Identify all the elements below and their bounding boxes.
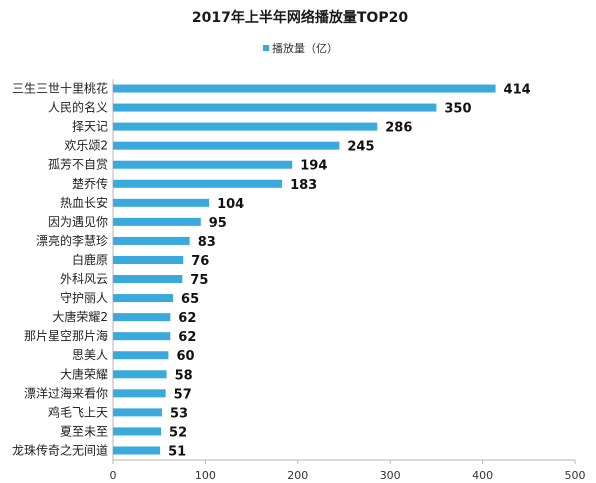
legend: 播放量（亿）	[263, 41, 338, 55]
value-label: 83	[198, 235, 216, 250]
category-label: 白鹿原	[72, 252, 108, 267]
x-tick-label: 500	[565, 469, 586, 482]
x-axis-ticks: 0 100 200 300 400 500	[110, 460, 586, 482]
bar	[113, 122, 378, 131]
value-label: 95	[209, 216, 227, 231]
bar	[113, 236, 190, 245]
bar	[113, 179, 283, 188]
bar	[113, 198, 210, 207]
value-label: 57	[174, 387, 192, 402]
bars	[113, 84, 496, 455]
x-tick-label: 100	[195, 469, 216, 482]
value-label: 76	[191, 254, 209, 269]
category-label: 人民的名义	[48, 100, 108, 115]
value-label: 104	[217, 197, 244, 212]
value-label: 286	[385, 121, 412, 136]
bar	[113, 103, 437, 112]
value-label: 52	[169, 425, 187, 440]
value-label: 183	[290, 178, 317, 193]
value-label: 75	[190, 273, 208, 288]
x-tick-label: 0	[110, 469, 117, 482]
category-label: 择天记	[72, 120, 108, 134]
bar	[113, 332, 171, 341]
value-label: 194	[300, 159, 327, 174]
category-label: 楚乔传	[72, 176, 108, 191]
bar	[113, 370, 167, 379]
bar	[113, 351, 169, 360]
category-label: 漂亮的李慧珍	[36, 233, 108, 248]
chart-title: 2017年上半年网络播放量TOP20	[192, 9, 408, 26]
value-label: 62	[178, 311, 196, 326]
bar	[113, 84, 496, 93]
x-tick-label: 400	[472, 469, 493, 482]
bar	[113, 313, 171, 322]
category-label: 三生三世十里桃花	[12, 81, 108, 96]
bar	[113, 275, 183, 284]
legend-label: 播放量（亿）	[272, 41, 338, 55]
category-label: 欢乐颂2	[64, 138, 108, 153]
category-label: 热血长安	[60, 195, 108, 210]
category-label: 大唐荣耀	[60, 366, 108, 381]
category-label: 大唐荣耀2	[52, 309, 108, 324]
bar	[113, 294, 174, 303]
category-label: 那片星空那片海	[24, 328, 108, 343]
value-label: 350	[444, 102, 471, 117]
value-label: 65	[181, 292, 199, 307]
value-label: 245	[347, 140, 374, 155]
value-label: 58	[175, 368, 193, 383]
category-label: 漂洋过海来看你	[24, 385, 108, 400]
value-label: 60	[176, 349, 194, 364]
category-label: 夏至未至	[60, 424, 108, 438]
bar	[113, 427, 162, 436]
bar	[113, 217, 201, 226]
value-label: 51	[168, 444, 186, 459]
x-tick-label: 200	[287, 469, 308, 482]
value-label: 53	[170, 406, 188, 421]
category-label: 守护丽人	[60, 291, 108, 305]
bar	[113, 389, 166, 398]
value-label: 414	[504, 83, 531, 98]
category-label: 外科风云	[60, 272, 108, 286]
x-tick-label: 300	[380, 469, 401, 482]
category-label: 因为遇见你	[48, 215, 108, 229]
bar	[113, 255, 184, 264]
category-label: 孤芳不自赏	[48, 158, 108, 172]
bar	[113, 446, 161, 455]
category-label: 思美人	[72, 348, 108, 362]
bar	[113, 408, 162, 417]
category-label: 龙珠传奇之无间道	[12, 442, 108, 457]
bar	[113, 160, 293, 169]
bar	[113, 141, 340, 150]
category-label: 鸡毛飞上天	[48, 404, 108, 419]
value-labels: 414 350 286 245 194 183 104 95 83 76 75 65 62 62 60 58 5…	[168, 83, 531, 460]
value-label: 62	[178, 330, 196, 345]
legend-swatch	[263, 45, 269, 51]
